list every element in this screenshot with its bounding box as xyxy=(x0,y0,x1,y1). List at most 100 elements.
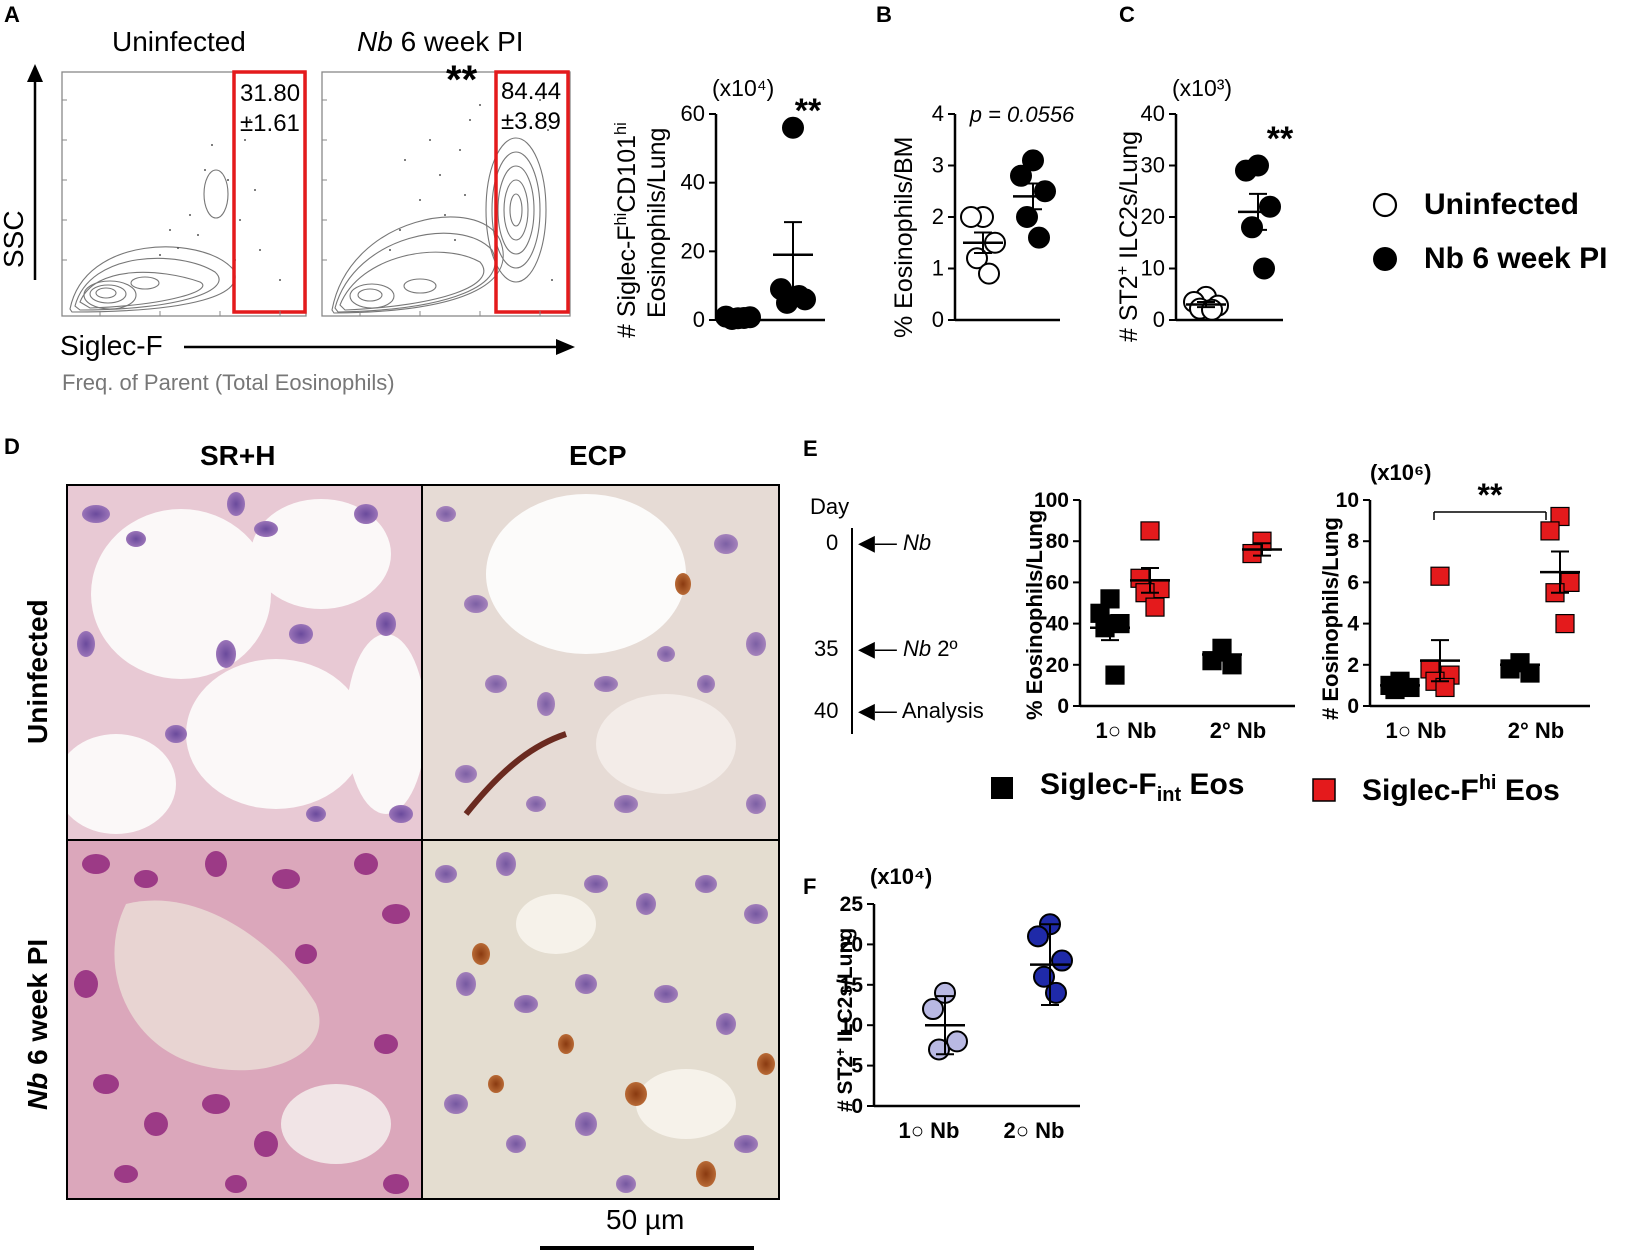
open-circle-icon xyxy=(1372,192,1398,218)
chart-f-ylabel: # ST2+ ILC2s/Lung xyxy=(833,928,858,1112)
chart-e-number-ylabel: # Eosinophils/Lung xyxy=(1318,517,1343,720)
chart-c-y-multiplier: (x10³) xyxy=(1172,75,1232,101)
chart-e-number-s1-point-6 xyxy=(1540,521,1560,541)
chart-b-g1-point-0 xyxy=(1022,149,1044,172)
chart-e-percent-ytick-label-40: 40 xyxy=(1046,613,1069,636)
timeline-axis xyxy=(851,528,853,734)
chart-a-right-g1-point-0 xyxy=(782,116,804,139)
chart-b-g0-point-4 xyxy=(978,262,1000,285)
legend-int-rest: Eos xyxy=(1181,768,1245,801)
chart-e-number-category-1: 2° Nb xyxy=(1508,718,1564,743)
chart-e-percent-s0-point-0 xyxy=(1100,589,1120,609)
chart-e-number-ytick-label-10: 10 xyxy=(1336,489,1359,512)
chart-b-ylabel: % Eosinophils/BM xyxy=(890,137,918,338)
chart-c-ytick-label-40: 40 xyxy=(1141,101,1165,126)
flow-plot2-gate-sd: ±3.89 xyxy=(501,108,561,135)
chart-a-right-g1-point-4 xyxy=(788,284,810,307)
chart-e-percent-s1-point-6 xyxy=(1242,543,1262,564)
chart-a-right-ylabel-line1: # Siglec-FhiCD101hi xyxy=(612,122,641,338)
chart-b-ytick-label-1: 1 xyxy=(932,256,944,281)
chart-e-percent-category-0: 1○ Nb xyxy=(1096,718,1157,743)
chart-a-right-y-multiplier: (x10⁴) xyxy=(712,75,774,101)
timeline-day-0: 0 xyxy=(826,530,839,555)
chart-a-right-ytick-label-40: 40 xyxy=(681,170,705,195)
legend-siglecf-int: Siglec-Fint Eos xyxy=(990,768,1245,807)
timeline-title: Day xyxy=(810,494,850,519)
legend-int-text: Siglec-F xyxy=(1040,768,1157,801)
chart-b-g1-point-1 xyxy=(1010,164,1032,187)
panel-letter-c: C xyxy=(1119,2,1135,27)
chart-c-ytick-label-0: 0 xyxy=(1153,307,1165,332)
chart-e-number-s1-point-4 xyxy=(1435,677,1455,698)
flow-cytometry-plots xyxy=(27,64,575,355)
flow-plot2-title: Nb 6 week PI xyxy=(357,26,524,58)
legend-hi-rest: Eos xyxy=(1496,774,1560,807)
chart-e-number-s0-point-6 xyxy=(1520,663,1540,683)
histology-col2-header: ECP xyxy=(569,440,627,471)
flow-plot1-title: Uninfected xyxy=(112,26,246,57)
chart-e-number-ytick-label-8: 8 xyxy=(1347,530,1359,553)
panel-letter-a: A xyxy=(4,2,20,27)
chart-c-g1-point-4 xyxy=(1253,257,1275,280)
histology-col1-header: SR+H xyxy=(200,440,276,471)
legend-hi-text: Siglec-F xyxy=(1362,774,1479,807)
chart-f-g0-point-1 xyxy=(922,998,944,1021)
chart-b-ytick-label-4: 4 xyxy=(932,101,944,126)
chart-e-number-ytick-label-6: 6 xyxy=(1347,571,1359,594)
flow-plot2-gate-value: 84.44 xyxy=(501,78,562,105)
chart-f-ytick-label-0: 0 xyxy=(851,1095,863,1118)
chart-c-ytick-label-20: 20 xyxy=(1141,204,1165,229)
chart-e-percent-ytick-label-0: 0 xyxy=(1057,695,1069,718)
timeline-day-40: 40 xyxy=(814,698,839,723)
chart-e-percent-s0-point-4 xyxy=(1105,665,1125,685)
chart-e-percent-ytick-label-20: 20 xyxy=(1046,654,1069,677)
chart-e-percent-s0-point-7 xyxy=(1222,655,1242,675)
panel-letter-f: F xyxy=(803,874,817,899)
chart-f-g0-point-2 xyxy=(946,1030,968,1053)
chart-f-y-multiplier: (x10⁴) xyxy=(870,864,932,889)
timeline-event-1: ◀— Nb 2º xyxy=(858,636,958,661)
chart-f-ytick-label-5: 5 xyxy=(851,1055,863,1078)
histology-row2-organism: Nb xyxy=(22,1072,53,1110)
chart-c-g1-point-2 xyxy=(1259,195,1281,218)
legend-siglecf-hi-label: Siglec-Fhi Eos xyxy=(1362,772,1560,808)
chart-f-ytick-label-15: 15 xyxy=(840,974,864,997)
timeline-event-0: ◀— Nb xyxy=(858,530,932,555)
legend-int-sub: int xyxy=(1156,784,1182,806)
filled-circle-icon xyxy=(1373,247,1397,271)
chart-f-g1-point-2 xyxy=(1051,949,1073,972)
legend-nb: Nb 6 week PI xyxy=(1372,242,1607,276)
chart-e-percent-ytick-label-100: 100 xyxy=(1034,489,1069,512)
chart-e-number-ytick-label-2: 2 xyxy=(1347,654,1359,677)
chart-a-right-significance: ** xyxy=(795,92,822,130)
chart-e-percent-ytick-label-80: 80 xyxy=(1046,530,1069,553)
histology-uninfected-srh xyxy=(66,484,426,839)
chart-f-g1-point-1 xyxy=(1027,925,1049,948)
flow-caption: Freq. of Parent (Total Eosinophils) xyxy=(62,370,395,395)
chart-f-ytick-label-10: 10 xyxy=(840,1014,863,1037)
chart-e-number-s1-point-5 xyxy=(1550,506,1570,527)
chart-e-percent-s1-point-0 xyxy=(1140,521,1160,541)
chart-b-p-value: p = 0.0556 xyxy=(969,102,1075,127)
chart-e-percent-ylabel: % Eosinophils/Lung xyxy=(1022,510,1047,720)
chart-e-percent-s1-point-4 xyxy=(1145,597,1165,617)
panel-letter-b: B xyxy=(876,2,892,27)
chart-a-right-ytick-label-20: 20 xyxy=(681,238,705,263)
chart-e-number-significance: ** xyxy=(1478,477,1503,513)
legend-nb-label: Nb 6 week PI xyxy=(1424,242,1608,275)
flow-plot2-title-organism: Nb xyxy=(357,26,393,57)
chart-a-right-ylabel-line2: Eosinophils/Lung xyxy=(643,128,671,318)
chart-f-category-1: 2○ Nb xyxy=(1004,1118,1065,1143)
timeline-day-35: 35 xyxy=(814,636,839,661)
chart-f-ytick-label-25: 25 xyxy=(840,893,864,916)
chart-b-g1-point-3 xyxy=(1016,206,1038,228)
legend-hi-sup: hi xyxy=(1478,772,1497,794)
histology-nb-srh xyxy=(66,841,421,1200)
histology-row2-rest: 6 week PI xyxy=(22,938,53,1073)
chart-c-significance: ** xyxy=(1267,120,1294,158)
flow-plot2-title-rest: 6 week PI xyxy=(392,26,524,57)
chart-b-ytick-label-3: 3 xyxy=(932,153,944,178)
chart-a-right-ytick-label-60: 60 xyxy=(681,101,705,126)
scale-bar xyxy=(540,1246,754,1250)
